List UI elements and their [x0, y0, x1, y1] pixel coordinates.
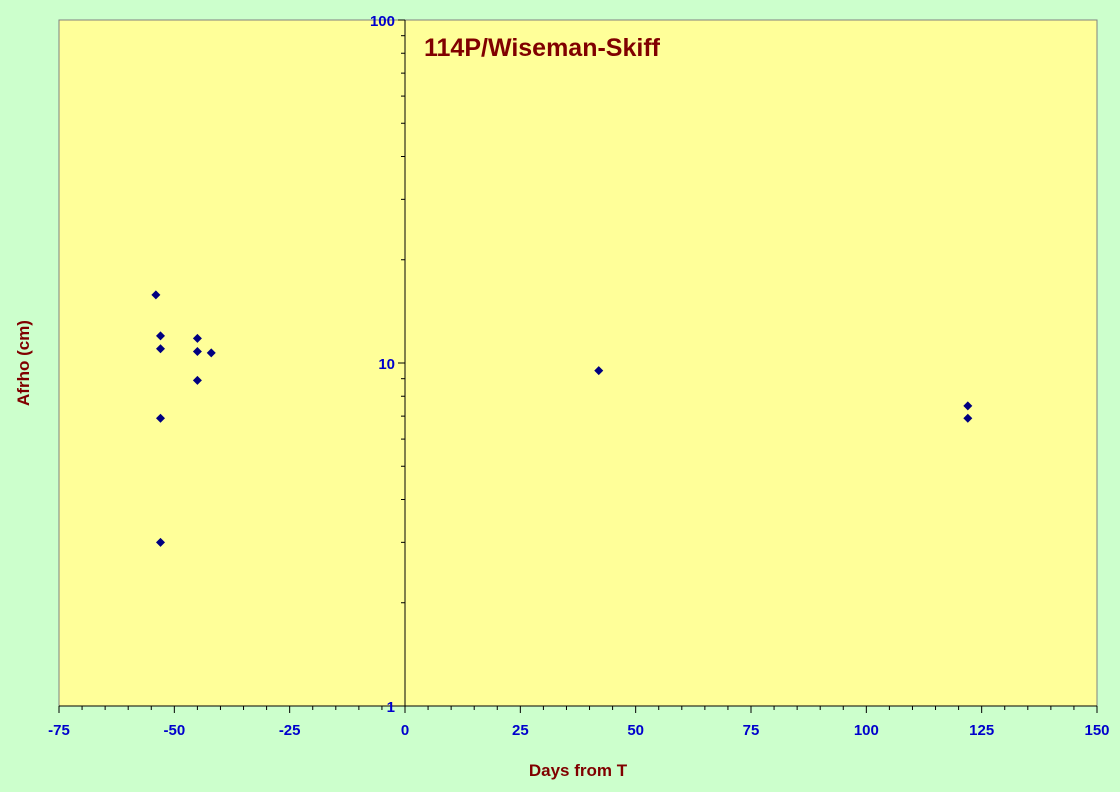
data-point: [963, 401, 973, 411]
y-tick-label: 1: [387, 699, 395, 716]
data-point: [192, 375, 202, 385]
data-point: [155, 331, 165, 341]
x-tick-label: 100: [854, 722, 879, 739]
x-tick-label: 75: [743, 722, 760, 739]
y-axis-title: Afrho (cm): [14, 320, 33, 406]
data-points: [151, 290, 973, 547]
x-tick-label: -75: [48, 722, 70, 739]
data-point: [192, 333, 202, 343]
data-point: [192, 347, 202, 357]
x-tick-label: 25: [512, 722, 529, 739]
data-point: [594, 366, 604, 376]
y-tick-label: 100: [370, 13, 395, 30]
data-point: [155, 344, 165, 354]
tick-marks: [58, 19, 1098, 713]
data-point: [155, 537, 165, 547]
plot-area: [58, 19, 1098, 707]
x-tick-label: -25: [279, 722, 301, 739]
x-tick-label: 150: [1084, 722, 1109, 739]
y-tick-label: 10: [378, 356, 395, 373]
x-tick-label: -50: [163, 722, 185, 739]
data-point: [155, 413, 165, 423]
x-tick-label: 50: [627, 722, 644, 739]
x-tick-label: 0: [401, 722, 409, 739]
data-point: [206, 348, 216, 358]
data-point: [151, 290, 161, 300]
chart-title: 114P/Wiseman-Skiff: [424, 34, 661, 62]
x-axis-title: Days from T: [529, 761, 628, 780]
x-tick-label: 125: [969, 722, 994, 739]
data-point: [963, 413, 973, 423]
tick-labels: -75 -50 -25 0 25 50 75 100 125 150 1 10 100: [48, 13, 1109, 739]
